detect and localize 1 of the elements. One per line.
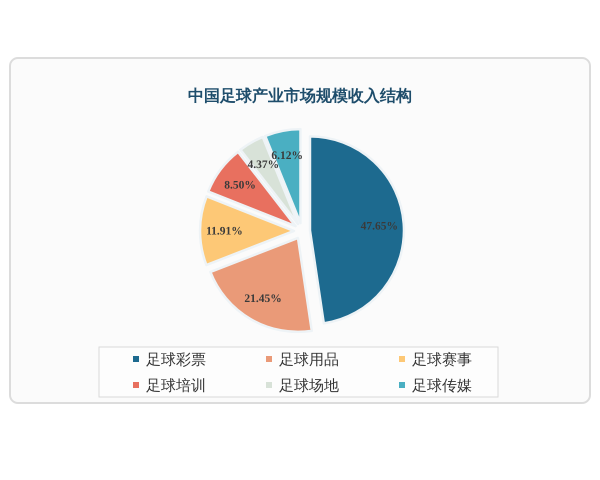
- title: 中国足球产业市场规模收入结构: [188, 86, 412, 105]
